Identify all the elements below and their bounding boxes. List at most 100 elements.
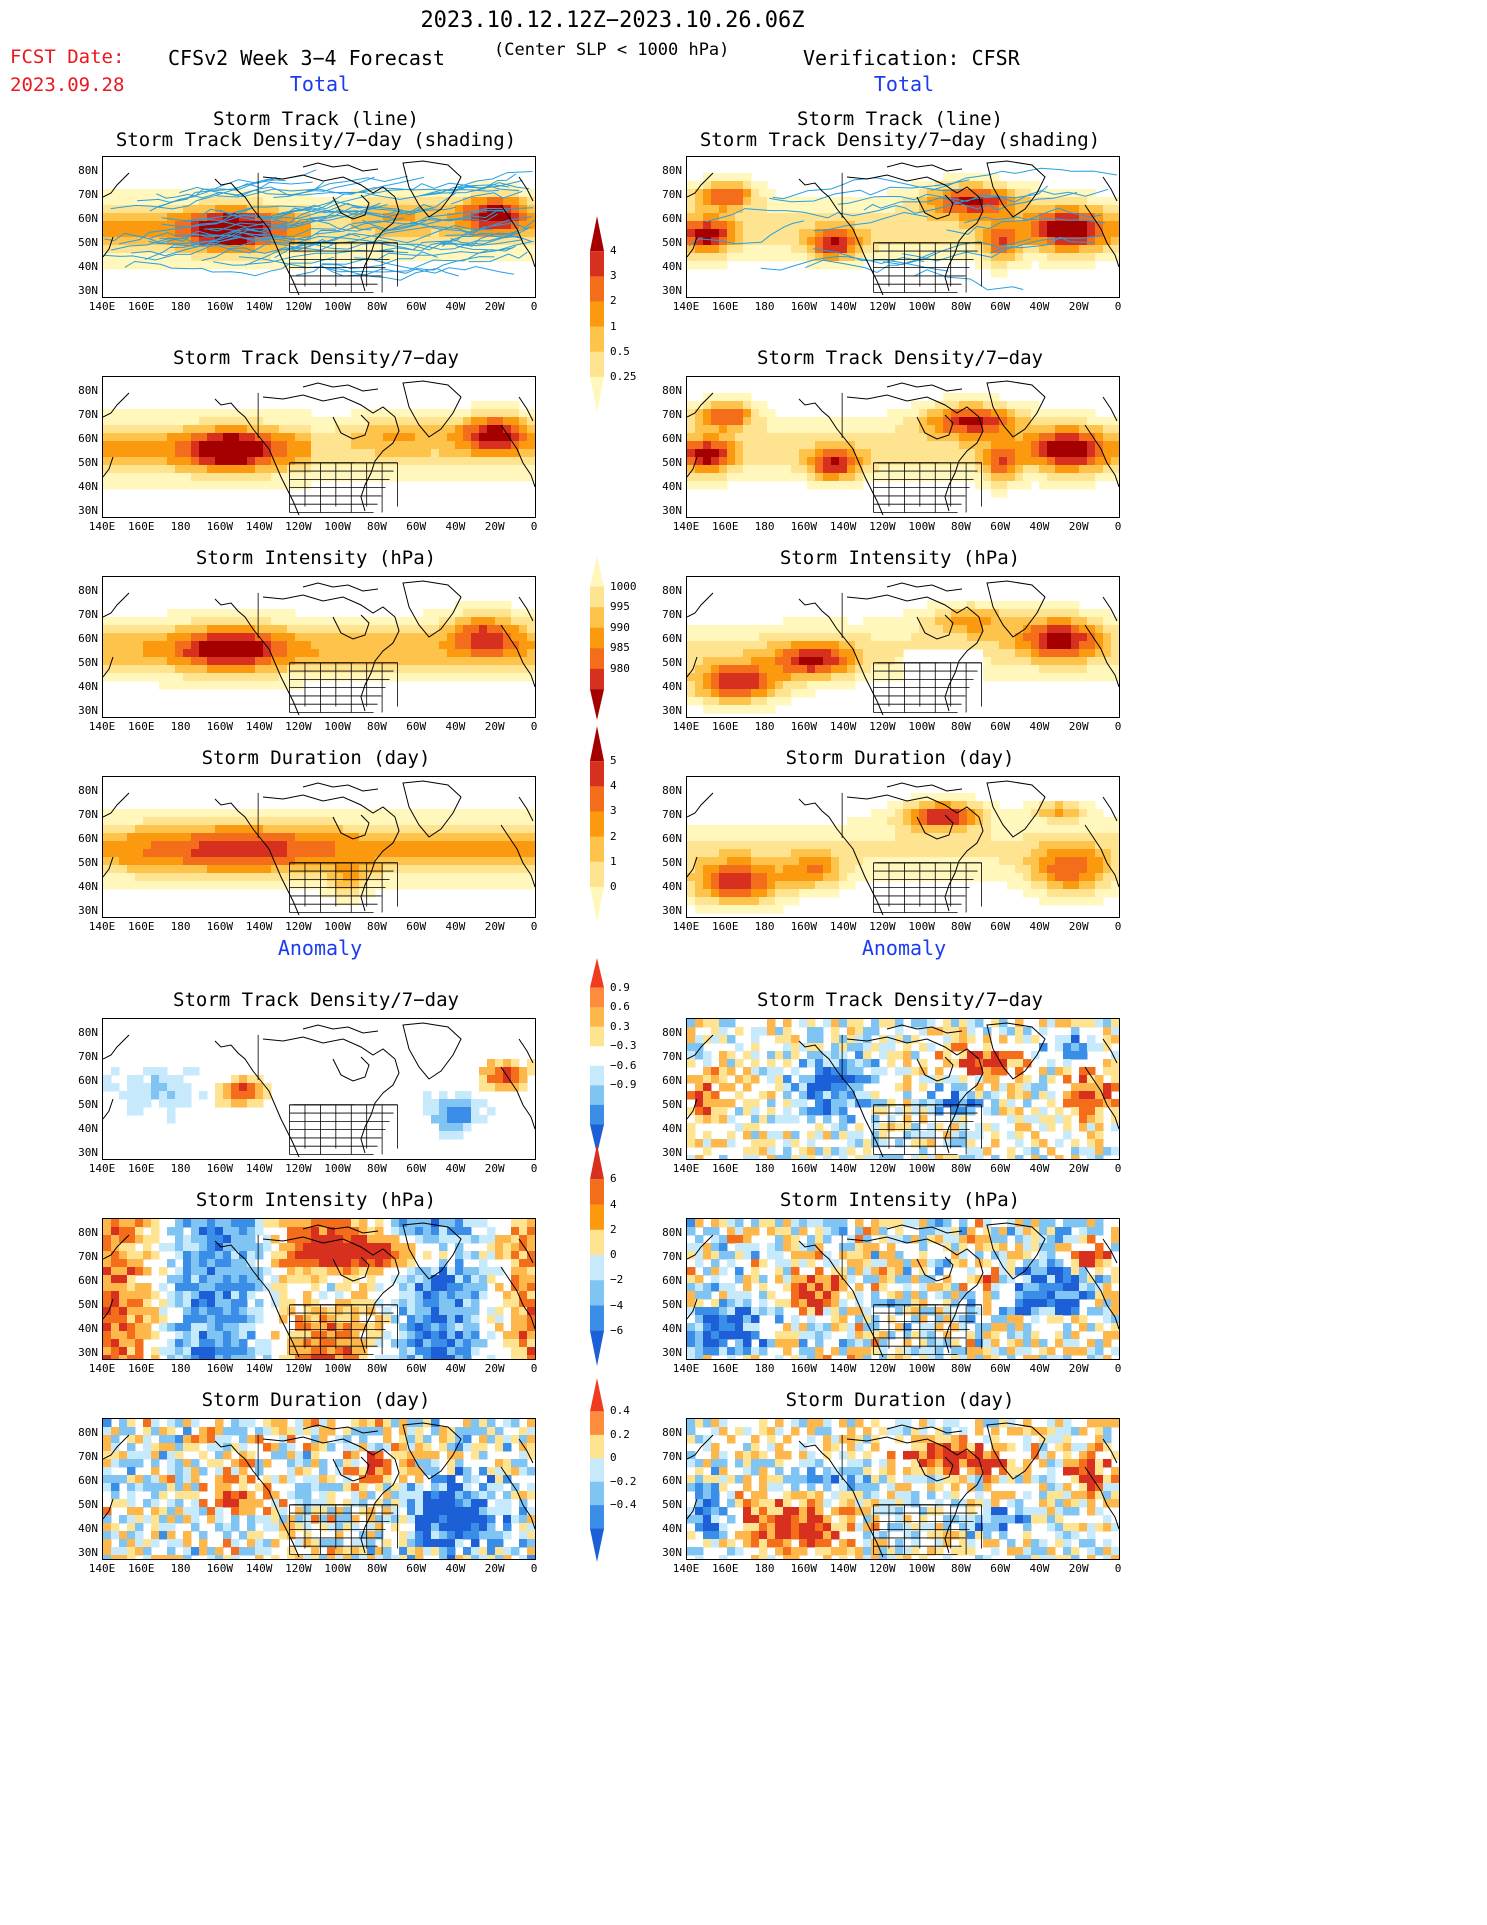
grid-cell: [719, 441, 728, 450]
field-shading: [103, 401, 535, 490]
grid-cell: [999, 417, 1008, 426]
grid-cell: [319, 425, 328, 434]
lon-tick-label: 0: [1114, 300, 1122, 313]
grid-cell: [839, 457, 848, 466]
grid-cell: [759, 181, 768, 190]
grid-cell: [103, 673, 112, 682]
grid-cell: [327, 625, 336, 634]
grid-cell: [719, 401, 728, 410]
grid-cell: [791, 253, 800, 262]
grid-cell: [231, 1555, 240, 1559]
grid-cell: [935, 213, 944, 222]
grid-cell: [167, 465, 176, 474]
grid-cell: [935, 221, 944, 230]
grid-cell: [999, 465, 1008, 474]
grid-cell: [111, 1499, 120, 1508]
grid-cell: [375, 641, 384, 650]
grid-cell: [263, 1507, 272, 1516]
grid-cell: [527, 1259, 535, 1268]
grid-cell: [183, 1355, 192, 1359]
grid-cell: [375, 617, 384, 626]
grid-cell: [447, 609, 456, 618]
grid-cell: [1063, 221, 1072, 230]
grid-cell: [431, 465, 440, 474]
grid-cell: [111, 409, 120, 418]
grid-cell: [223, 1291, 232, 1300]
grid-cell: [191, 205, 200, 214]
grid-cell: [103, 1355, 112, 1359]
grid-cell: [231, 425, 240, 434]
grid-cell: [527, 1355, 535, 1359]
lat-tick-label: 60N: [78, 1274, 98, 1287]
grid-cell: [263, 1475, 272, 1484]
grid-cell: [319, 633, 328, 642]
grid-cell: [519, 833, 528, 842]
map-plot: [686, 376, 1120, 518]
grid-cell: [319, 881, 328, 890]
grid-cell: [159, 673, 168, 682]
grid-cell: [1031, 409, 1040, 418]
grid-cell: [119, 817, 128, 826]
grid-cell: [287, 481, 296, 490]
grid-cell: [503, 849, 512, 858]
grid-cell: [255, 817, 264, 826]
lon-tick-label: 80W: [366, 300, 387, 313]
grid-cell: [335, 465, 344, 474]
grid-cell: [399, 1459, 408, 1468]
grid-cell: [207, 229, 216, 238]
grid-cell: [423, 665, 432, 674]
grid-cell: [279, 1499, 288, 1508]
grid-cell: [439, 1291, 448, 1300]
grid-cell: [303, 1251, 312, 1260]
grid-cell: [927, 205, 936, 214]
grid-cell: [487, 409, 496, 418]
grid-cell: [511, 1251, 520, 1260]
grid-cell: [447, 1547, 456, 1556]
grid-cell: [479, 857, 488, 866]
grid-cell: [119, 865, 128, 874]
grid-cell: [263, 425, 272, 434]
grid-cell: [415, 1323, 424, 1332]
grid-cell: [951, 465, 960, 474]
grid-cell: [223, 881, 232, 890]
lon-tick-label: 160E: [128, 1562, 155, 1575]
grid-cell: [407, 1355, 416, 1359]
grid-cell: [175, 1555, 184, 1559]
grid-cell: [415, 1483, 424, 1492]
grid-cell: [159, 633, 168, 642]
grid-cell: [263, 197, 272, 206]
grid-cell: [215, 441, 224, 450]
grid-cell: [191, 457, 200, 466]
grid-cell: [503, 1499, 512, 1508]
grid-cell: [951, 393, 960, 402]
grid-cell: [359, 881, 368, 890]
grid-cell: [351, 1459, 360, 1468]
grid-cell: [303, 1339, 312, 1348]
lat-tick-label: 70N: [78, 1050, 98, 1063]
grid-cell: [279, 1355, 288, 1359]
grid-cell: [319, 1555, 328, 1559]
grid-cell: [415, 1491, 424, 1500]
grid-cell: [911, 189, 920, 198]
grid-cell: [399, 1515, 408, 1524]
grid-cell: [135, 449, 144, 458]
grid-cell: [423, 229, 432, 238]
grid-cell: [1007, 473, 1016, 482]
lon-tick-label: 120W: [869, 300, 896, 313]
grid-cell: [383, 189, 392, 198]
grid-cell: [119, 625, 128, 634]
grid-cell: [287, 1347, 296, 1356]
grid-cell: [447, 657, 456, 666]
grid-cell: [127, 1243, 136, 1252]
grid-cell: [479, 1443, 488, 1452]
grid-cell: [143, 1547, 152, 1556]
grid-cell: [359, 253, 368, 262]
grid-cell: [295, 1467, 304, 1476]
grid-cell: [263, 1355, 272, 1359]
grid-cell: [239, 425, 248, 434]
grid-cell: [127, 1251, 136, 1260]
grid-cell: [847, 237, 856, 246]
lat-tick-label: 30N: [78, 504, 98, 517]
grid-cell: [487, 417, 496, 426]
grid-cell: [247, 1347, 256, 1356]
